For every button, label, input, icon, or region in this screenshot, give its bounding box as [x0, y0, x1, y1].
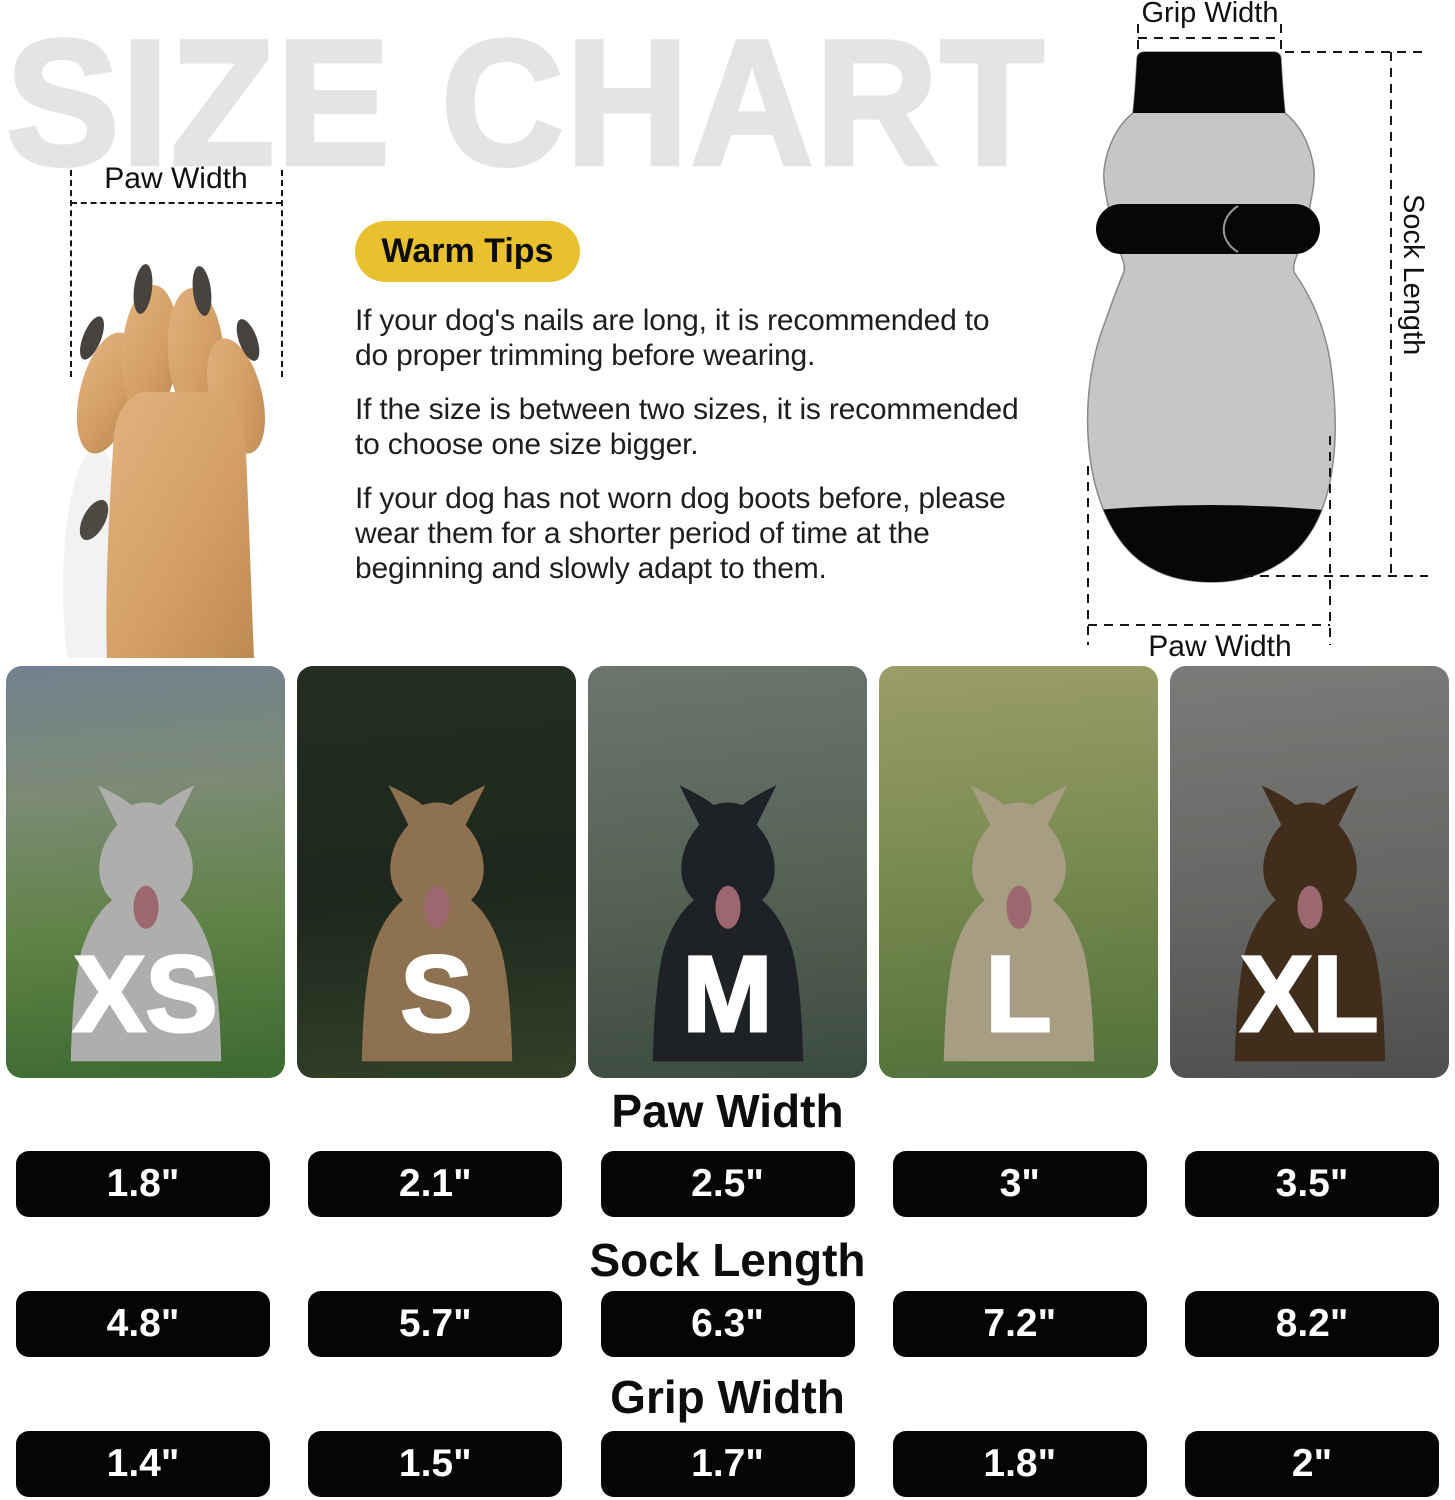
measurement-value: 1.4" — [16, 1431, 270, 1497]
paw-width-values-row: 1.8" 2.1" 2.5" 3" 3.5" — [0, 1151, 1455, 1217]
paw-width-section-heading: Paw Width — [611, 1085, 844, 1137]
tip-paragraph: If your dog's nails are long, it is reco… — [355, 304, 990, 372]
size-label: S — [399, 933, 474, 1054]
sock-measurement-diagram: Grip Width Sock Length Paw Width — [1060, 0, 1455, 680]
size-card-m: M — [588, 666, 867, 1078]
grip-width-label: Grip Width — [1141, 0, 1279, 29]
size-label: M — [681, 933, 774, 1054]
size-card-xl: XL — [1170, 666, 1449, 1078]
tip-paragraph: If your dog has not worn dog boots befor… — [355, 482, 1006, 585]
size-label: XS — [72, 933, 219, 1054]
measurement-value: 1.8" — [892, 1431, 1147, 1497]
size-card-xs: XS — [6, 666, 285, 1078]
warm-tips-text: If your dog's nails are long, it is reco… — [355, 303, 1027, 605]
measurement-value: 6.3" — [600, 1291, 855, 1357]
measure-dash-line — [70, 170, 72, 377]
measurement-value: 4.8" — [16, 1291, 270, 1357]
grip-width-values-row: 1.4" 1.5" 1.7" 1.8" 2" — [0, 1431, 1455, 1497]
measurement-value: 2.5" — [600, 1151, 855, 1217]
warm-tips-badge: Warm Tips — [355, 221, 580, 282]
measurement-value: 2" — [1185, 1431, 1439, 1497]
sock-illustration — [1086, 24, 1428, 645]
size-card-s: S — [297, 666, 576, 1078]
measurement-value: 3" — [892, 1151, 1147, 1217]
size-label: L — [984, 933, 1053, 1054]
grip-width-section-heading: Grip Width — [610, 1371, 845, 1423]
measure-dash-lines — [1087, 24, 1428, 645]
measurement-value: 7.2" — [892, 1291, 1147, 1357]
dog-paw-photo — [63, 264, 265, 658]
sock-length-section-heading: Sock Length — [589, 1234, 866, 1286]
measurement-value: 1.7" — [600, 1431, 855, 1497]
page-title: SIZE CHART — [4, 3, 1046, 203]
paw-width-annotation-label: Paw Width — [104, 162, 248, 195]
sock-length-values-row: 4.8" 5.7" 6.3" 7.2" 8.2" — [0, 1291, 1455, 1357]
measurement-value: 2.1" — [308, 1151, 563, 1217]
sock-paw-width-label: Paw Width — [1148, 630, 1292, 663]
size-cards-row: XS S M L XL — [0, 666, 1455, 1078]
measurement-value: 1.5" — [308, 1431, 563, 1497]
measure-dash-line — [281, 170, 283, 377]
measurement-value: 5.7" — [308, 1291, 563, 1357]
size-label: XL — [1239, 933, 1380, 1054]
measurement-value: 1.8" — [16, 1151, 270, 1217]
tip-paragraph: If the size is between two sizes, it is … — [355, 393, 1019, 461]
measurement-value: 3.5" — [1185, 1151, 1439, 1217]
measure-dash-line — [71, 202, 282, 204]
measurement-value: 8.2" — [1185, 1291, 1439, 1357]
sock-length-label: Sock Length — [1397, 194, 1429, 356]
size-card-l: L — [879, 666, 1158, 1078]
